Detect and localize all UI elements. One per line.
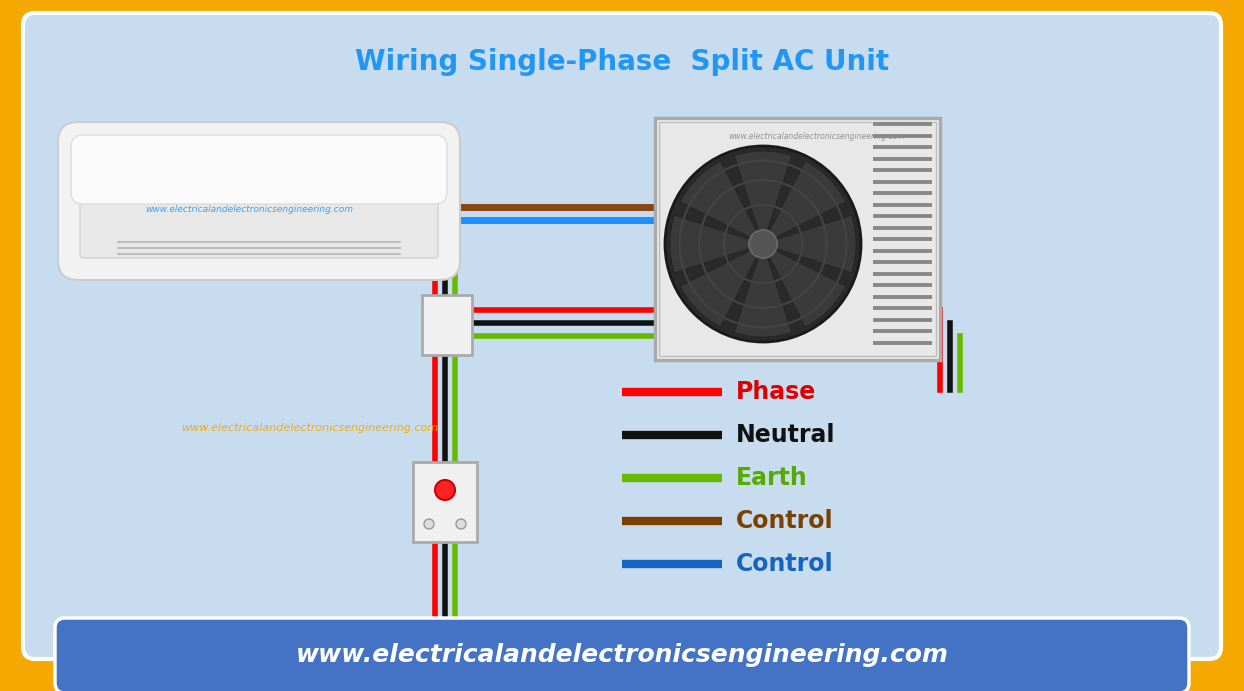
Text: www.electricalandelectronicsengineering.com: www.electricalandelectronicsengineering.…	[296, 643, 948, 667]
Text: Control: Control	[736, 552, 833, 576]
Text: Earth: Earth	[736, 466, 807, 490]
Text: www.electricalandelectronicsengineering.com: www.electricalandelectronicsengineering.…	[729, 131, 906, 140]
FancyBboxPatch shape	[55, 618, 1189, 691]
Text: Neutral: Neutral	[736, 423, 836, 447]
FancyBboxPatch shape	[656, 118, 940, 360]
Wedge shape	[680, 161, 763, 244]
Wedge shape	[734, 244, 791, 337]
Wedge shape	[763, 161, 846, 244]
Circle shape	[435, 480, 455, 500]
Wedge shape	[671, 216, 763, 273]
Circle shape	[666, 146, 861, 342]
FancyBboxPatch shape	[22, 13, 1222, 659]
Wedge shape	[680, 244, 763, 327]
FancyBboxPatch shape	[659, 122, 935, 356]
FancyBboxPatch shape	[80, 169, 438, 258]
FancyBboxPatch shape	[58, 122, 460, 280]
Circle shape	[457, 519, 466, 529]
Wedge shape	[763, 216, 856, 273]
Wedge shape	[734, 151, 791, 244]
Text: Phase: Phase	[736, 380, 816, 404]
FancyBboxPatch shape	[422, 295, 471, 355]
Circle shape	[749, 230, 778, 258]
Text: www.electricalandelectronicsengineering.com: www.electricalandelectronicsengineering.…	[182, 423, 439, 433]
Text: Wiring Single-Phase  Split AC Unit: Wiring Single-Phase Split AC Unit	[355, 48, 889, 76]
Circle shape	[424, 519, 434, 529]
FancyBboxPatch shape	[413, 462, 476, 542]
Text: Control: Control	[736, 509, 833, 533]
FancyBboxPatch shape	[71, 135, 447, 204]
Text: www.electricalandelectronicsengineering.com: www.electricalandelectronicsengineering.…	[146, 205, 353, 214]
Wedge shape	[763, 244, 846, 327]
